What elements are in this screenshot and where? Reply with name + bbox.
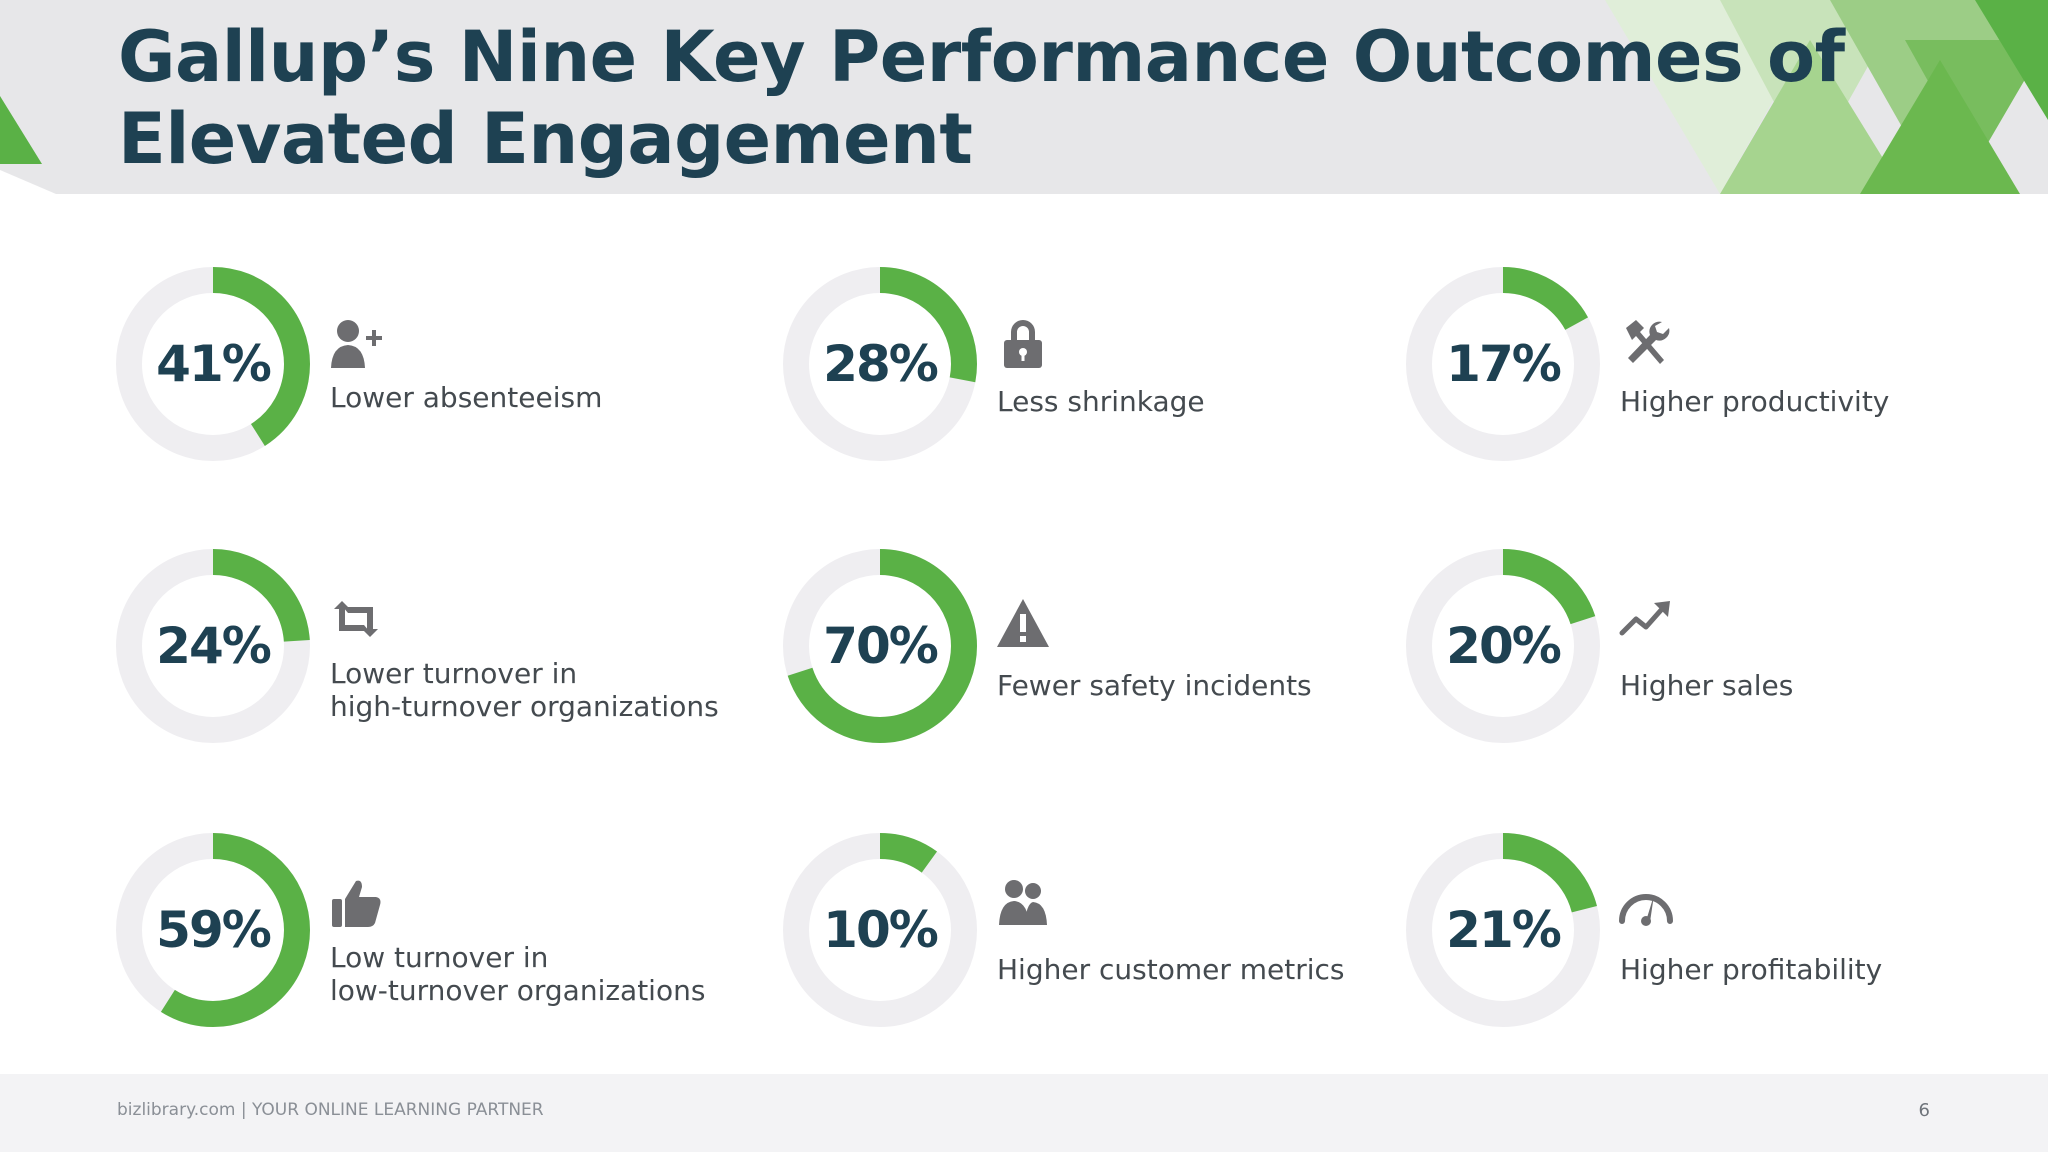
stat-label-line: Higher sales	[1620, 669, 1794, 702]
percentage-value: 24%	[156, 617, 272, 675]
stat-label: Higher productivity	[1620, 385, 2048, 418]
stat-label-line: high-turnover organizations	[330, 690, 719, 723]
stat-item: 59% Low turnover in low-turnover organizat…	[108, 825, 748, 1045]
corner-accent-shape	[0, 96, 42, 164]
donut-value-arc	[1406, 267, 1600, 461]
stat-item: 41% Lower absenteeism	[108, 259, 748, 479]
retweet-arrows-icon	[328, 591, 384, 647]
donut-svg	[783, 549, 977, 743]
donut-value-arc	[1406, 549, 1600, 743]
percentage-value: 20%	[1446, 617, 1562, 675]
donut-value-arc	[116, 267, 310, 461]
stat-label-line: Higher productivity	[1620, 385, 1890, 418]
donut-chart: 28%	[775, 259, 985, 469]
stat-label: Lower absenteeism	[330, 381, 770, 414]
donut-chart: 20%	[1398, 541, 1608, 751]
stat-item: 70% Fewer safety incidents	[775, 541, 1415, 761]
users-icon	[995, 875, 1051, 931]
stat-label: Higher sales	[1620, 669, 2048, 702]
donut-chart: 70%	[775, 541, 985, 751]
donut-value-arc	[783, 833, 977, 1027]
stat-label: Low turnover in low-turnover organization…	[330, 941, 770, 1007]
donut-svg	[1406, 267, 1600, 461]
stat-label-line: Higher customer metrics	[997, 953, 1345, 986]
donut-chart: 17%	[1398, 259, 1608, 469]
warning-triangle-icon	[995, 596, 1051, 652]
donut-svg	[116, 267, 310, 461]
percentage-value: 17%	[1446, 335, 1562, 393]
page-number: 6	[1918, 1100, 1930, 1121]
percentage-value: 10%	[823, 901, 939, 959]
donut-chart: 59%	[108, 825, 318, 1035]
stat-label-line: Less shrinkage	[997, 385, 1205, 418]
header-decoration-triangles	[1605, 0, 2048, 194]
padlock-icon	[995, 316, 1051, 372]
stat-label-line: Lower absenteeism	[330, 381, 603, 414]
percentage-value: 59%	[156, 901, 272, 959]
stat-label-line: Higher profitability	[1620, 953, 1883, 986]
stat-label-line: Lower turnover in	[330, 657, 578, 690]
header-background	[0, 0, 2048, 194]
donut-svg	[1406, 549, 1600, 743]
stat-label: Higher profitability	[1620, 953, 2048, 986]
donut-chart: 21%	[1398, 825, 1608, 1035]
stat-label: Fewer safety incidents	[997, 669, 1437, 702]
stat-label-line: low-turnover organizations	[330, 974, 706, 1007]
donut-value-arc	[116, 833, 310, 1027]
percentage-value: 41%	[156, 335, 272, 393]
stat-label-line: Low turnover in	[330, 941, 549, 974]
donut-chart: 24%	[108, 541, 318, 751]
donut-svg	[1406, 833, 1600, 1027]
percentage-value: 70%	[823, 617, 939, 675]
header-band: Gallup’s Nine Key Performance Outcomes o…	[0, 0, 2048, 194]
donut-value-arc	[116, 549, 310, 743]
stat-item: 10% Higher customer metrics	[775, 825, 1415, 1045]
footer-brand: bizlibrary.com | YOUR ONLINE LEARNING PA…	[117, 1100, 544, 1120]
stat-item: 21% Higher profitability	[1398, 825, 2038, 1045]
donut-svg	[116, 833, 310, 1027]
stat-item: 28% Less shrinkage	[775, 259, 1415, 479]
trend-up-icon	[1618, 591, 1674, 647]
stat-item: 17% Higher productivity	[1398, 259, 2038, 479]
donut-svg	[783, 267, 977, 461]
donut-value-arc	[783, 267, 977, 461]
page-title: Gallup’s Nine Key Performance Outcomes o…	[118, 16, 1845, 180]
percentage-value: 28%	[823, 335, 939, 393]
donut-chart: 41%	[108, 259, 318, 469]
donut-value-arc	[1406, 833, 1600, 1027]
donut-svg	[783, 833, 977, 1027]
stat-item: 24% Lower turnover in high-turnover organi…	[108, 541, 748, 761]
stat-label: Lower turnover in high-turnover organizat…	[330, 657, 770, 723]
stat-label: Higher customer metrics	[997, 953, 1437, 986]
hammer-wrench-icon	[1618, 316, 1674, 372]
stat-item: 20% Higher sales	[1398, 541, 2038, 761]
footer: bizlibrary.com | YOUR ONLINE LEARNING PA…	[0, 1074, 2048, 1152]
thumbs-up-icon	[328, 875, 384, 931]
user-add-icon	[328, 316, 384, 372]
speedometer-icon	[1618, 875, 1674, 931]
percentage-value: 21%	[1446, 901, 1562, 959]
donut-chart: 10%	[775, 825, 985, 1035]
donut-svg	[116, 549, 310, 743]
stat-label-line: Fewer safety incidents	[997, 669, 1312, 702]
stat-label: Less shrinkage	[997, 385, 1437, 418]
donut-value-arc	[783, 549, 977, 743]
